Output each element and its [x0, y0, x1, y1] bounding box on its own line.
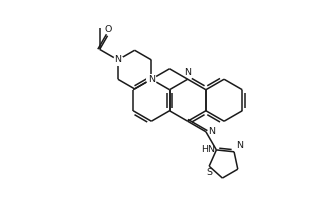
Text: N: N	[236, 141, 243, 150]
Text: S: S	[206, 168, 212, 177]
Text: N: N	[184, 68, 191, 77]
Text: N: N	[148, 75, 155, 84]
Text: O: O	[104, 25, 112, 34]
Text: N: N	[208, 127, 215, 136]
Text: N: N	[114, 55, 121, 64]
Text: HN: HN	[201, 145, 215, 154]
